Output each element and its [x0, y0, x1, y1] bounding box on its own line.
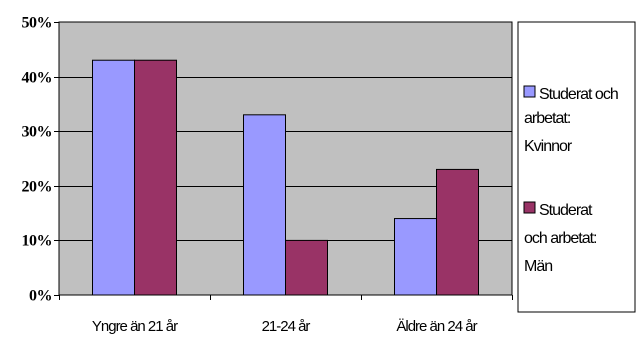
y-tick-label: 30%	[22, 124, 53, 141]
legend-label: Män	[524, 258, 552, 275]
legend-swatch	[523, 85, 536, 98]
y-tick-label: 50%	[22, 15, 53, 32]
y-tick-label: 40%	[22, 70, 53, 87]
legend-label: arbetat:	[524, 110, 570, 127]
y-tick-label: 0%	[29, 288, 52, 305]
x-category-label: Yngre än 21 år	[92, 318, 178, 335]
bar-series-2	[134, 59, 177, 296]
x-category-label: 21-24 år	[262, 318, 311, 335]
legend-label: och arbetat:	[524, 230, 597, 247]
bar-series-2	[436, 168, 479, 296]
y-tick-label: 10%	[22, 233, 53, 250]
legend-label: Studerat	[539, 202, 593, 219]
legend-box	[517, 21, 636, 313]
bar-series-1	[394, 218, 437, 296]
bar-series-1	[92, 59, 135, 296]
legend: Studerat och arbetat: Kvinnor Studerat och a…	[517, 21, 636, 313]
legend-label: Studerat och	[539, 86, 618, 103]
y-axis: 0% 10% 20% 30% 40% 50%	[22, 15, 59, 305]
legend-swatch	[523, 201, 536, 214]
y-tick-label: 20%	[22, 179, 53, 196]
bar-series-1	[243, 114, 286, 296]
bars	[92, 59, 479, 296]
x-category-label: Äldre än 24 år	[396, 318, 477, 335]
x-axis: Yngre än 21 år 21-24 år Äldre än 24 år	[59, 295, 513, 335]
bar-series-2	[285, 239, 328, 296]
legend-label: Kvinnor	[524, 138, 573, 155]
